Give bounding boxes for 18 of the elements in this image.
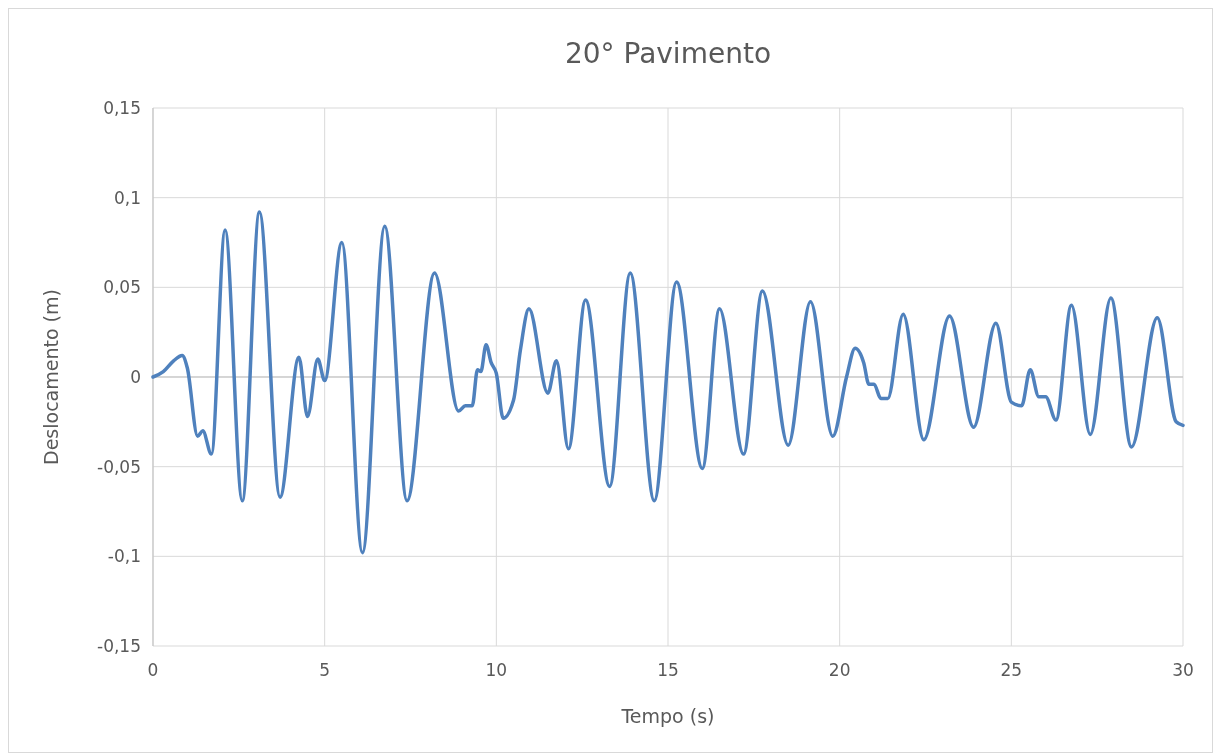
y-tick-label: 0: [130, 367, 141, 387]
x-tick-label: 15: [657, 660, 679, 680]
chart-title: 20° Pavimento: [564, 37, 772, 70]
x-tick-label: 0: [147, 660, 159, 680]
y-tick-label: 0,15: [103, 98, 141, 118]
line-series: [151, 210, 1185, 555]
x-tick-label: 10: [485, 660, 508, 680]
y-axis-title: Deslocamento (m): [40, 289, 62, 465]
y-tick-label: -0,15: [97, 636, 141, 656]
x-tick-label: 20: [828, 660, 851, 680]
y-tick-label: 0,1: [113, 187, 141, 208]
x-axis-title: Tempo (s): [620, 705, 715, 727]
x-tick-label: 25: [1000, 660, 1023, 680]
x-tick-label: 5: [319, 660, 331, 680]
y-tick-label: -0,1: [107, 546, 141, 567]
y-tick-label: 0,05: [103, 277, 141, 298]
x-tick-label: 30: [1172, 660, 1194, 680]
y-tick-label: -0,05: [97, 456, 141, 477]
